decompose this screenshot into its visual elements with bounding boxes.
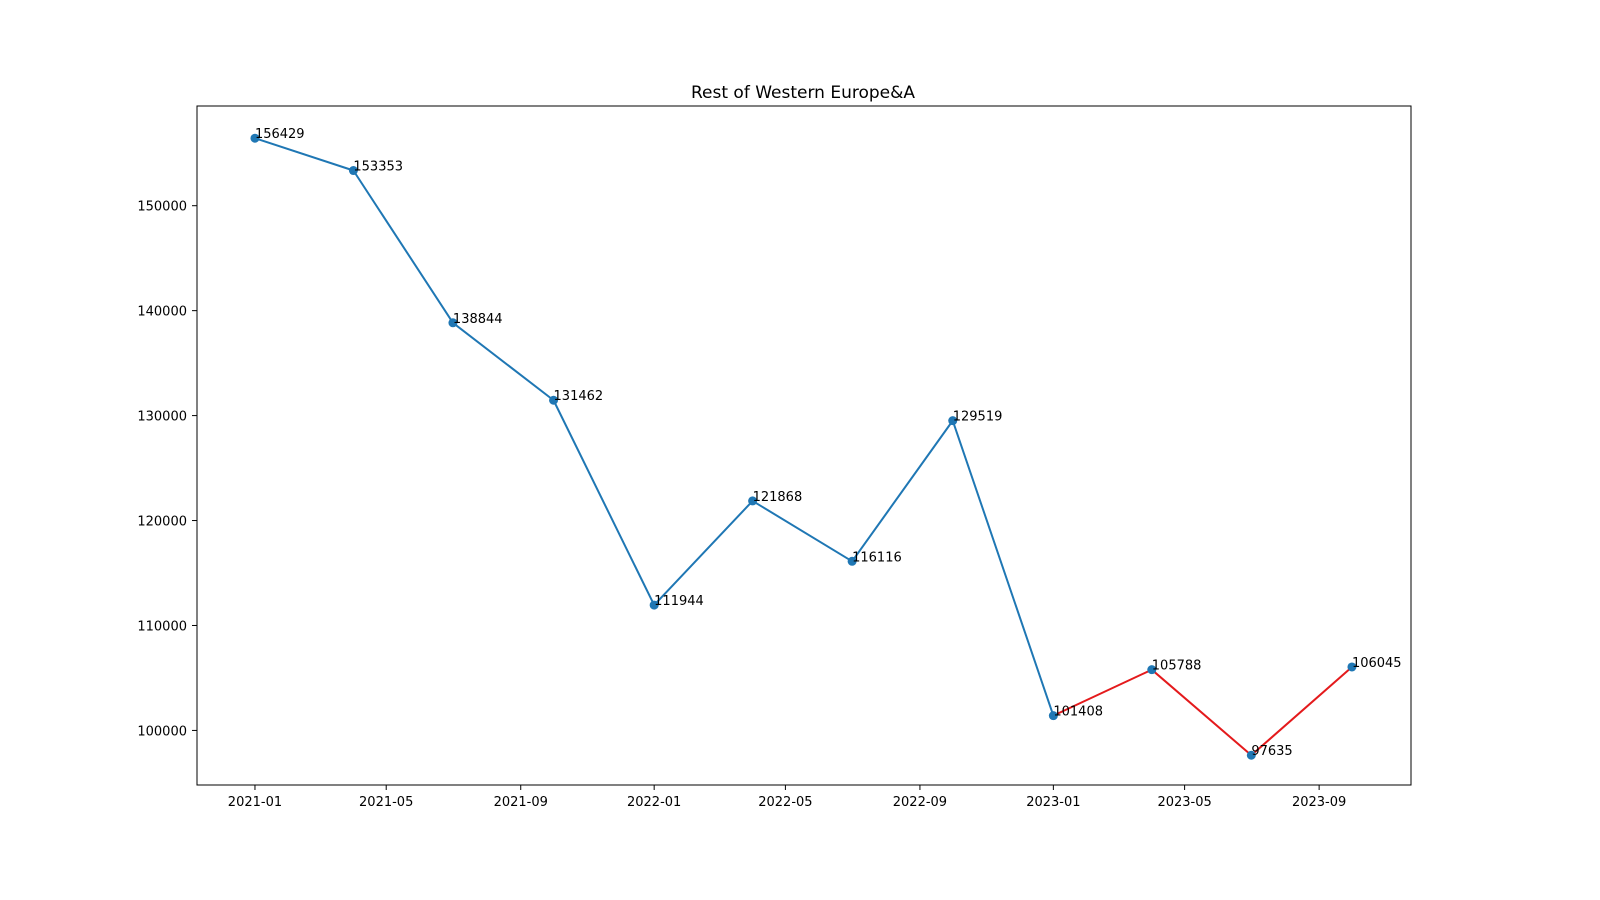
data-label: 116116 (852, 550, 902, 565)
y-tick-label: 100000 (137, 724, 187, 739)
data-label: 131462 (554, 389, 604, 404)
data-point (748, 496, 758, 506)
data-point (948, 416, 958, 426)
series-line (254, 137, 1055, 716)
data-label: 97635 (1251, 744, 1292, 759)
data-point (549, 395, 559, 405)
x-tick-label: 2023-01 (1026, 795, 1080, 810)
data-label: 153353 (353, 160, 403, 175)
data-point (1048, 711, 1058, 721)
data-label: 129519 (953, 410, 1003, 425)
data-point (1347, 662, 1357, 672)
data-label: 156429 (255, 127, 305, 142)
x-tick-label: 2022-09 (893, 795, 947, 810)
data-point (847, 556, 857, 566)
x-tick-label: 2021-09 (494, 795, 548, 810)
x-tick-label: 2023-05 (1157, 795, 1211, 810)
data-label: 101408 (1053, 705, 1103, 720)
x-tick-label: 2022-05 (758, 795, 812, 810)
data-point (250, 133, 260, 143)
series-line (1052, 666, 1353, 757)
data-label: 105788 (1152, 659, 1202, 674)
data-point (348, 166, 358, 176)
y-tick-label: 150000 (137, 200, 187, 215)
data-point (649, 600, 659, 610)
x-tick-label: 2022-01 (627, 795, 681, 810)
y-tick-label: 140000 (137, 305, 187, 320)
x-tick-label: 2021-01 (228, 795, 282, 810)
data-point (1147, 665, 1157, 675)
x-tick-label: 2021-05 (359, 795, 413, 810)
x-tick-label: 2023-09 (1292, 795, 1346, 810)
y-tick-label: 130000 (137, 410, 187, 425)
data-point (1246, 750, 1256, 760)
plot-frame (196, 105, 1412, 786)
plot-area: 156429 153353 138844 131462 111944 121868 1161… (250, 127, 1402, 760)
data-point (448, 318, 458, 328)
data-label: 138844 (453, 312, 503, 327)
data-label: 106045 (1352, 656, 1402, 671)
y-tick-label: 120000 (137, 515, 187, 530)
chart-title: Rest of Western Europe&A (691, 83, 915, 103)
data-label: 111944 (654, 594, 704, 609)
y-tick-label: 110000 (137, 619, 187, 634)
data-label: 121868 (753, 490, 803, 505)
